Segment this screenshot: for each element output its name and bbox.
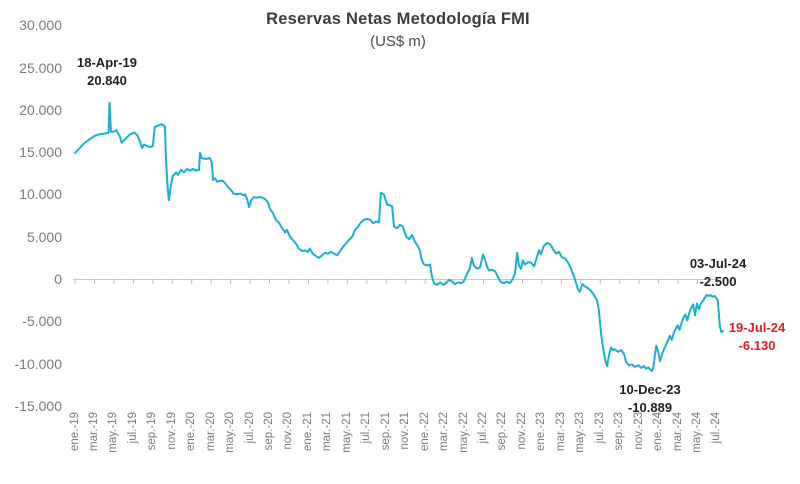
- x-axis-label: may.-24: [691, 412, 704, 453]
- x-axis-label: sep.-21: [379, 412, 392, 451]
- x-axis-label: may.-22: [457, 412, 470, 453]
- x-axis-label: jul.-19: [126, 412, 139, 444]
- x-axis-label: jul.-23: [593, 412, 606, 444]
- y-axis-label: 15.000: [19, 144, 62, 161]
- annotation-peak-value: 20.840: [87, 73, 127, 88]
- annotation-recent-high-value: -2.500: [699, 274, 737, 289]
- annotation-recent-high: 03-Jul-24 -2.500: [690, 255, 746, 291]
- x-axis-label: nov.-21: [399, 412, 412, 450]
- annotation-peak: 18-Apr-19 20.840: [77, 54, 137, 90]
- chart-title: Reservas Netas Metodología FMI: [266, 10, 530, 28]
- chart-subtitle: (US$ m): [370, 33, 426, 50]
- x-axis-label: mar.-23: [554, 412, 567, 451]
- x-axis-label: ene.-24: [652, 412, 665, 452]
- x-axis-label: ene.-23: [535, 412, 548, 452]
- y-axis-label: 25.000: [19, 59, 62, 76]
- y-axis-label: -10.000: [14, 355, 62, 372]
- annotation-latest-value: -6.130: [738, 338, 776, 353]
- y-axis-label: 30.000: [19, 17, 62, 34]
- annotation-trough: 10-Dec-23 -10.889: [619, 381, 680, 417]
- x-axis-label: ene.-19: [68, 412, 81, 452]
- y-axis-label: 10.000: [19, 186, 62, 203]
- x-axis-label: sep.-23: [613, 412, 626, 451]
- x-axis-label: sep.-19: [146, 412, 159, 451]
- x-axis-label: mar.-19: [87, 412, 100, 451]
- x-axis-label: nov.-19: [165, 412, 178, 450]
- x-axis-label: may.-19: [107, 412, 120, 453]
- x-axis-label: jul.-20: [243, 412, 256, 444]
- x-axis-label: jul.-22: [477, 412, 490, 444]
- x-axis-label: mar.-21: [321, 412, 334, 451]
- x-axis-label: ene.-21: [301, 412, 314, 452]
- annotation-latest: 19-Jul-24 -6.130: [729, 319, 785, 355]
- annotation-trough-value: -10.889: [627, 400, 673, 415]
- y-axis-label: -15.000: [14, 397, 62, 414]
- series-line: [74, 101, 725, 373]
- x-axis-label: nov.-23: [632, 412, 645, 450]
- y-axis-label: 0: [54, 271, 62, 287]
- x-axis-label: mar.-20: [204, 412, 217, 451]
- x-axis-label: ene.-20: [185, 412, 198, 452]
- x-axis-label: jul.-24: [710, 412, 723, 444]
- x-axis-label: jul.-21: [360, 412, 373, 444]
- annotation-trough-date: 10-Dec-23: [619, 382, 681, 397]
- x-axis-label: mar.-24: [671, 412, 684, 451]
- y-axis-label: 5.000: [26, 228, 62, 245]
- x-axis-label: may.-21: [340, 412, 353, 453]
- x-axis-label: may.-20: [224, 412, 237, 453]
- x-axis-label: sep.-22: [496, 412, 509, 451]
- annotation-peak-date: 18-Apr-19: [77, 55, 137, 70]
- x-axis-label: nov.-20: [282, 412, 295, 450]
- y-axis-label: 20.000: [19, 101, 62, 118]
- x-axis-label: sep.-20: [263, 412, 276, 451]
- x-axis-label: ene.-22: [418, 412, 431, 452]
- x-axis-label: nov.-22: [515, 412, 528, 450]
- x-axis-label: may.-23: [574, 412, 587, 453]
- annotation-recent-high-date: 03-Jul-24: [689, 256, 747, 271]
- x-axis-label: mar.-22: [438, 412, 451, 451]
- annotation-latest-date: 19-Jul-24: [728, 320, 786, 335]
- y-axis-label: -5.000: [22, 313, 62, 330]
